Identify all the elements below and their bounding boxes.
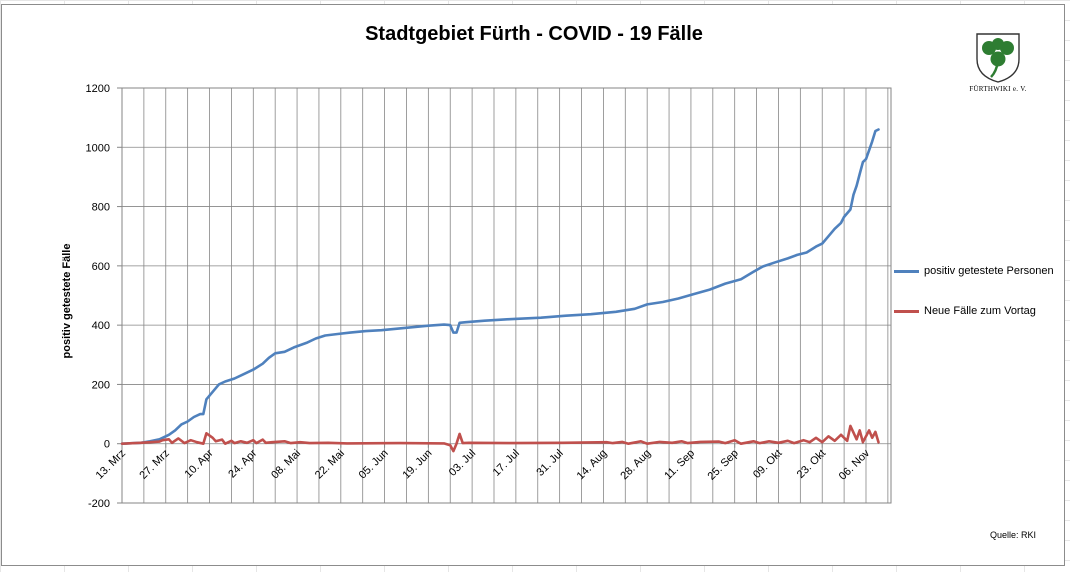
chart-plot: -200 0 200 400 600 800 1000 1200 13. Mrz 27. Mrz 1…: [86, 83, 892, 510]
fuerthwiki-logo: FÜRTHWIKI e. V.: [948, 31, 1048, 93]
y-tick-label: 600: [92, 261, 110, 273]
cloverleaf-coat-of-arms-icon: [976, 33, 1020, 83]
x-tick-label: 22. Mai: [313, 447, 347, 481]
y-tick-label: 1200: [86, 83, 110, 95]
x-tick-label: 09. Okt: [751, 447, 785, 481]
x-tick-label: 28. Aug: [618, 447, 653, 482]
legend: positiv getestete Personen Neue Fälle zu…: [894, 263, 1059, 319]
y-tick-label: 0: [104, 439, 110, 451]
legend-label-new-cases: Neue Fälle zum Vortag: [924, 305, 1036, 317]
chart-title: Stadtgebiet Fürth - COVID - 19 Fälle: [365, 23, 703, 45]
legend-swatch-new-cases: [894, 310, 919, 313]
legend-item-positive: positiv getestete Personen: [894, 263, 1059, 279]
plot-border: [121, 87, 892, 504]
x-tick-label: 27. Mrz: [137, 447, 171, 481]
x-tick-label: 31. Jul: [534, 447, 565, 478]
x-tick-label: 06. Nov: [837, 447, 873, 483]
x-tick-label: 13. Mrz: [94, 447, 128, 481]
y-tick-label: 1000: [86, 142, 110, 154]
x-tick-label: 23. Okt: [795, 447, 829, 481]
y-tick-label: 800: [92, 202, 110, 214]
y-tick-label: 200: [92, 379, 110, 391]
x-tick-label: 25. Sep: [706, 447, 741, 482]
x-tick-label: 03. Jul: [447, 447, 478, 478]
series-lines: [120, 128, 880, 453]
series-line-new-cases: [120, 424, 880, 453]
x-tick-label: 19. Jun: [400, 447, 434, 481]
chart-area[interactable]: -200 0 200 400 600 800 1000 1200 13. Mrz 27. Mrz 1…: [1, 4, 1065, 566]
series-line-positive: [120, 128, 880, 446]
logo-caption: FÜRTHWIKI e. V.: [969, 85, 1027, 93]
legend-label-positive: positiv getestete Personen: [924, 265, 1054, 277]
y-tick-label: 400: [92, 320, 110, 332]
x-tick-label: 05. Jun: [357, 447, 391, 481]
legend-swatch-positive: [894, 270, 919, 273]
x-tick-label: 08. Mai: [269, 447, 303, 481]
x-tick-label: 11. Sep: [662, 447, 697, 482]
gridlines: [121, 87, 892, 504]
y-axis-label: positiv getestete Fälle: [61, 243, 73, 359]
legend-item-new-cases: Neue Fälle zum Vortag: [894, 303, 1059, 319]
y-tick-label: -200: [88, 498, 110, 510]
x-tick-label: 14. Aug: [575, 447, 610, 482]
source-note: Quelle: RKI: [989, 530, 1036, 540]
x-tick-label: 17. Jul: [491, 447, 522, 478]
